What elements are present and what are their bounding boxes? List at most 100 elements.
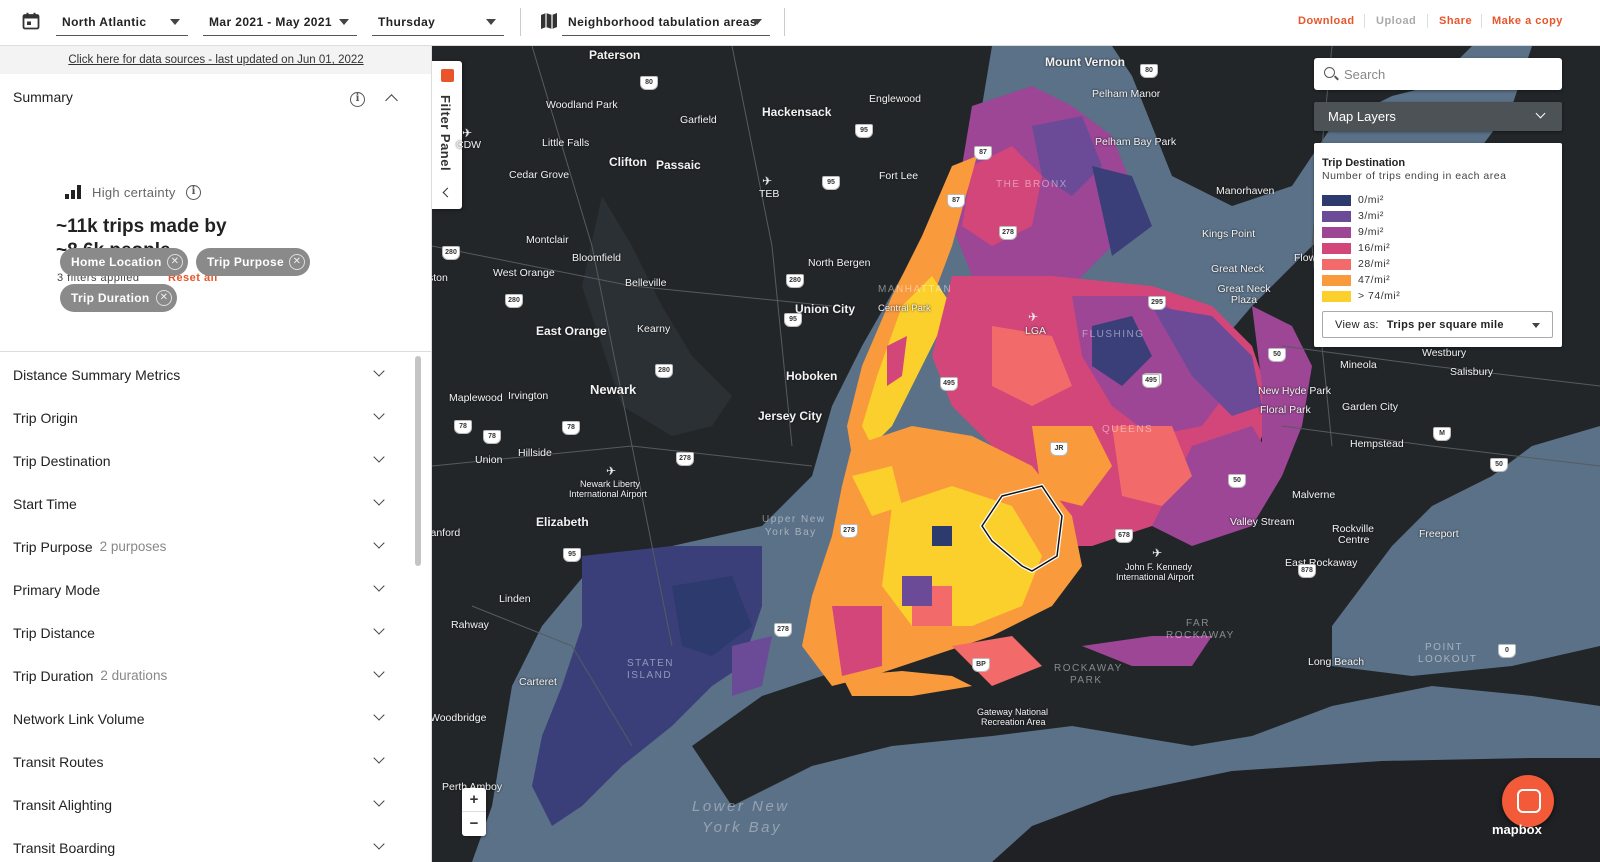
info-icon[interactable]: i [350,92,365,107]
close-icon[interactable]: ✕ [156,290,172,306]
filter-chip-trip-duration[interactable]: Trip Duration ✕ [60,284,177,312]
place-label: Woodbridge [432,712,487,724]
place-label: Bloomfield [572,252,622,264]
make-a-copy-button[interactable]: Make a copy [1492,15,1563,27]
section-transit-boarding[interactable]: Transit Boarding [0,826,410,862]
area-label: ROCKAWAY [1054,663,1123,674]
section-start-time[interactable]: Start Time [0,482,410,525]
section-primary-mode[interactable]: Primary Mode [0,568,410,611]
map-layers-toggle[interactable]: Map Layers [1314,102,1562,131]
highway-shield: 50 [1490,458,1508,472]
place-label: Great Neck Plaza [1217,283,1271,306]
section-label: Trip Distance [13,624,95,641]
airport-label: International Airport [1116,572,1195,582]
zoom-controls: + − [462,788,486,836]
highway-shield: 280 [655,364,673,378]
section-distance-summary-metrics[interactable]: Distance Summary Metrics [0,353,410,396]
place-label: Great Neck [1211,263,1265,275]
water-label: Upper New [762,514,826,525]
place-label: West Orange [493,267,555,279]
highway-shield: 95 [855,124,873,138]
zoom-out-button[interactable]: − [469,815,479,832]
section-network-link-volume[interactable]: Network Link Volume [0,697,410,740]
legend-swatch [1322,258,1351,270]
close-icon[interactable]: ✕ [289,254,305,270]
map-view[interactable]: Filter Panel Paterson Mount Vernon Woodl… [432,46,1600,862]
water-label: York Bay [702,819,783,836]
download-button[interactable]: Download [1298,15,1355,27]
data-sources-link[interactable]: Click here for data sources - last updat… [0,46,431,74]
highway-shield: 87 [947,194,965,208]
scrollbar[interactable] [415,356,421,566]
airport-icon: ✈ [1028,310,1039,324]
place-label: Hempstead [1350,438,1404,450]
area-label: POINT [1425,642,1464,653]
legend-item: 0/mi² [1322,194,1384,206]
borough-label: STATEN [627,658,674,669]
place-label: Rahway [451,619,489,631]
section-transit-routes[interactable]: Transit Routes [0,740,410,783]
place-label: Belleville [625,277,667,289]
place-label: TEB [759,188,780,200]
section-trip-distance[interactable]: Trip Distance [0,611,410,654]
section-transit-alighting[interactable]: Transit Alighting [0,783,410,826]
place-label: Mineola [1340,359,1377,371]
legend-label: 16/mi² [1358,242,1391,254]
area-label: FLUSHING [1082,329,1145,340]
section-label: Trip Destination [13,452,111,469]
chat-button[interactable] [1502,775,1554,827]
place-label: Long Beach [1308,656,1365,668]
map-icon [441,69,454,82]
place-label: Kings Point [1202,228,1256,240]
place-label: Garden City [1342,401,1399,413]
section-label: Distance Summary Metrics [13,366,181,383]
highway-shield: 95 [784,313,802,327]
place-label: Recreation Area [981,717,1046,727]
airport-label: John F. Kennedy [1125,562,1193,572]
chevron-down-icon [373,752,385,764]
section-trip-origin[interactable]: Trip Origin [0,396,410,439]
place-label: Woodland Park [546,99,618,111]
highway-shield: 50 [1228,474,1246,488]
section-trip-purpose[interactable]: Trip Purpose 2 purposes [0,525,410,568]
zoom-in-button[interactable]: + [462,788,486,812]
highway-shield: 278 [840,524,858,538]
borough-label: THE BRONX [996,179,1068,190]
area-label: LOOKOUT [1418,654,1478,665]
day-dropdown[interactable]: Thursday [372,8,504,36]
view-as-dropdown[interactable]: View as: Trips per square mile [1322,311,1553,338]
place-label: Gateway National [977,707,1049,717]
chevron-down-icon [1535,108,1546,119]
filter-chip-trip-purpose[interactable]: Trip Purpose ✕ [196,248,310,276]
airport-icon: ✈ [606,464,617,478]
place-label: ston [432,272,448,284]
geography-dropdown[interactable]: Neighborhood tabulation areas [562,8,770,36]
place-label: Manorhaven [1216,185,1275,197]
highway-shield: 50 [1268,348,1286,362]
legend-label: 3/mi² [1358,210,1384,222]
upload-button[interactable]: Upload [1376,15,1417,27]
signal-bars-icon [65,185,81,199]
section-trip-duration[interactable]: Trip Duration 2 durations [0,654,410,697]
filter-chip-home-location[interactable]: Home Location ✕ [60,248,188,276]
legend-item: 16/mi² [1322,242,1390,254]
highway-shield: 678 [1115,529,1133,543]
highway-shield: 87 [974,146,992,160]
search-input[interactable] [1344,64,1544,84]
chevron-down-icon [486,19,496,25]
close-icon[interactable]: ✕ [167,254,183,270]
calendar-icon[interactable] [22,12,40,30]
highway-shield: M [1433,427,1451,441]
chevron-down-icon [373,795,385,807]
section-trip-destination[interactable]: Trip Destination [0,439,410,482]
place-label: Rockville [1332,523,1375,535]
date-range-dropdown[interactable]: Mar 2021 - May 2021 [203,8,357,36]
place-label: Irvington [508,390,549,402]
region-dropdown[interactable]: North Atlantic [56,8,188,36]
share-button[interactable]: Share [1439,15,1473,27]
chevron-down-icon [373,408,385,420]
filter-panel-toggle[interactable]: Filter Panel [432,61,462,209]
chevron-up-icon[interactable] [385,94,398,107]
info-icon[interactable]: i [186,185,201,200]
chevron-left-icon[interactable] [442,187,453,198]
